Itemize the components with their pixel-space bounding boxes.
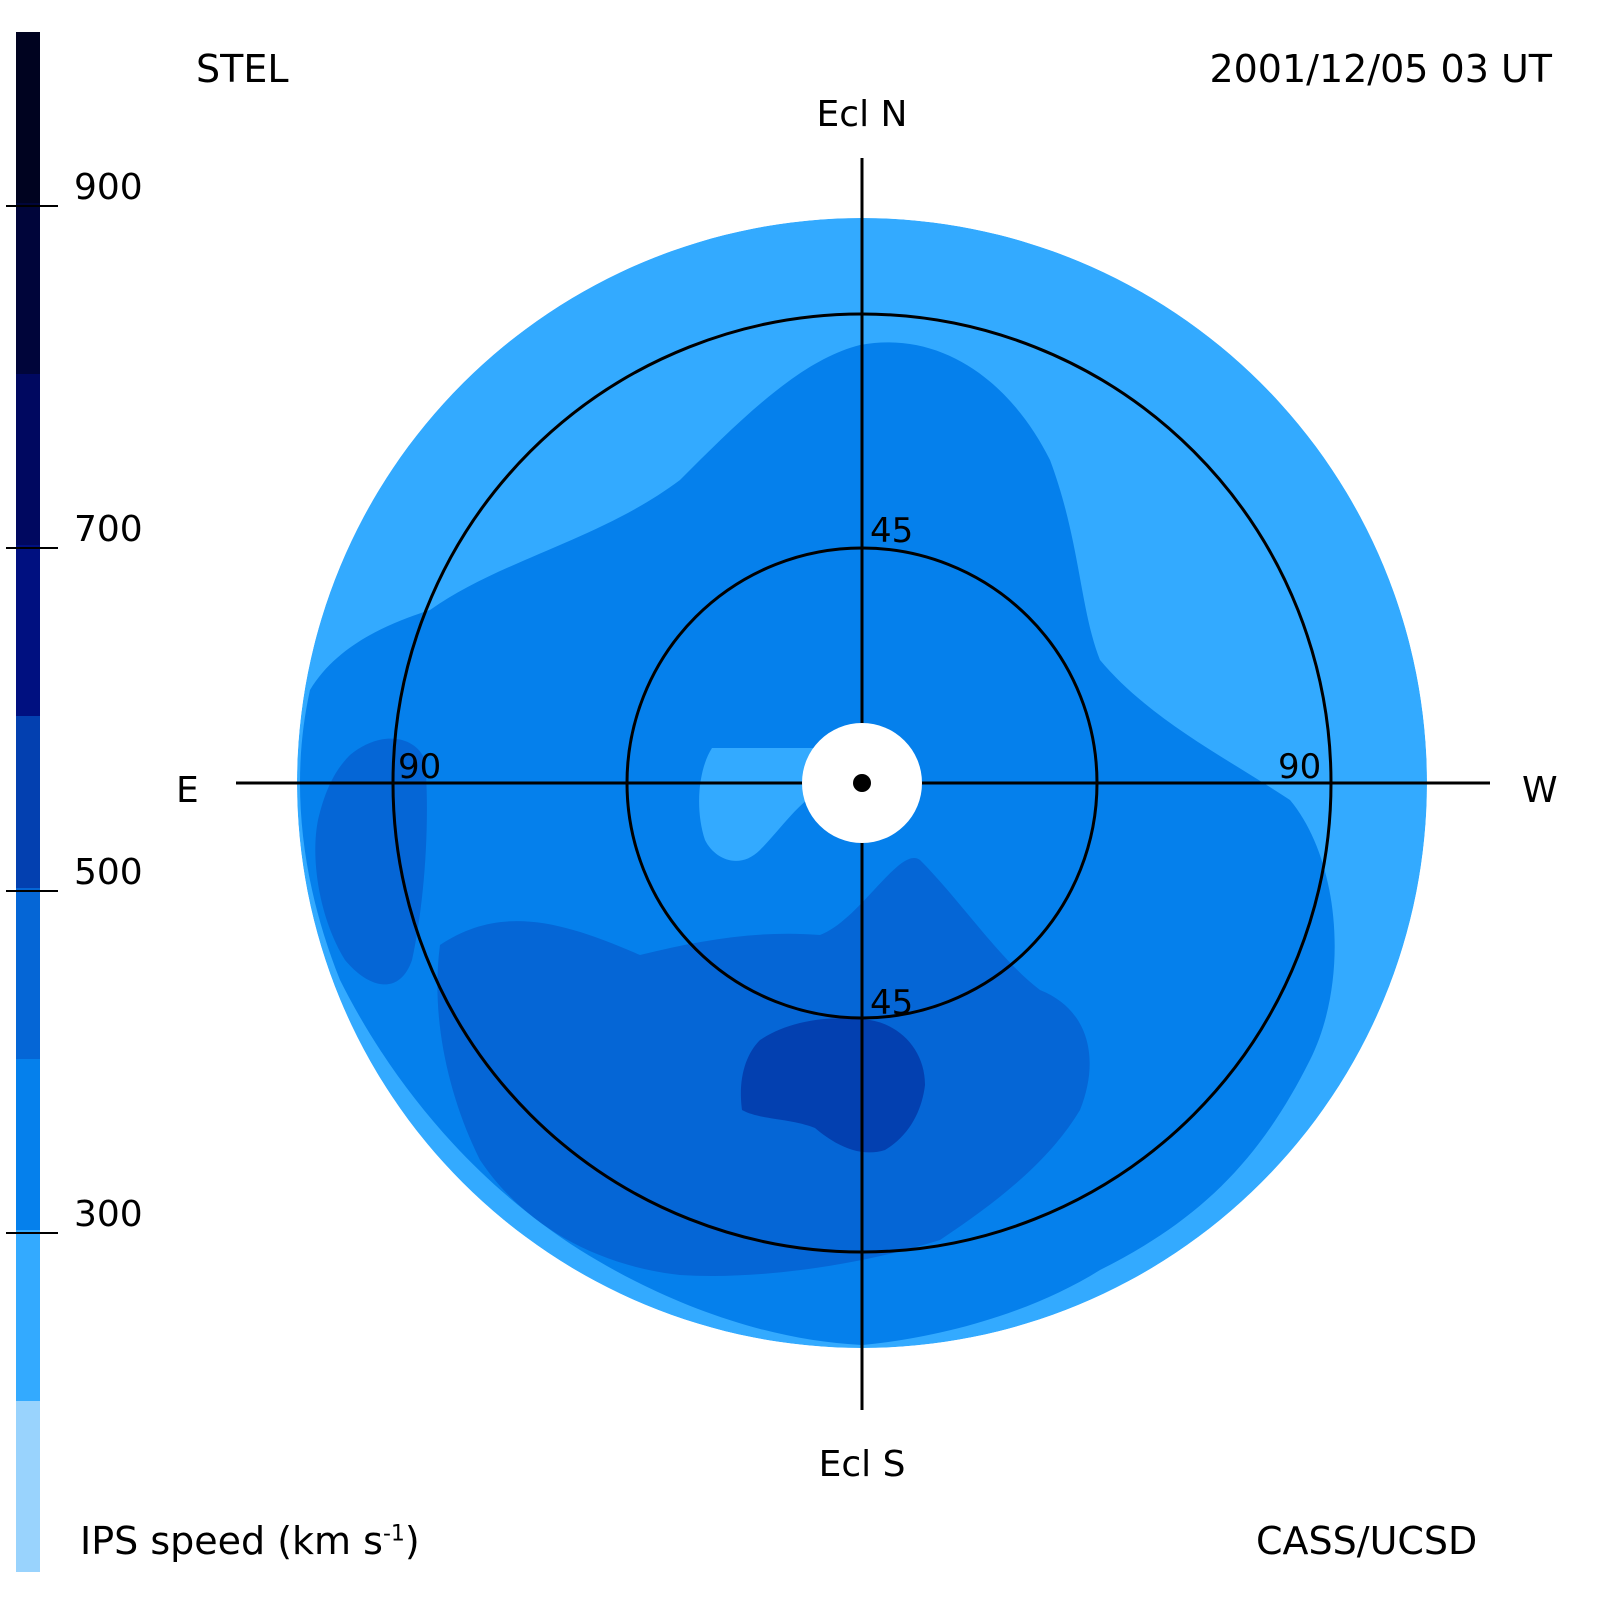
timestamp-label: 2001/12/05 03 UT	[1209, 47, 1552, 91]
speed-region-500-east	[315, 738, 427, 985]
colorbar-bin	[16, 32, 40, 204]
colorbar-title-text: IPS speed (km s	[80, 1519, 383, 1563]
colorbar-bin	[16, 545, 40, 717]
colorbar-bin	[16, 1058, 40, 1230]
colorbar-bin	[16, 203, 40, 375]
colorbar-title-exponent: -1	[382, 1521, 405, 1547]
colorbar-tick-label: 300	[74, 1193, 143, 1235]
colorbar-tick-label: 700	[74, 509, 143, 551]
direction-west-label: W	[1522, 770, 1558, 811]
speed-region-300-inner	[699, 748, 822, 861]
ring-label-90-west: 90	[1278, 747, 1321, 787]
speed-region-600	[740, 1018, 925, 1153]
elongation-ring-90	[391, 312, 1333, 1254]
ring-label-45-south: 45	[870, 983, 913, 1023]
speed-colorbar: 300 500 700 900	[6, 32, 143, 1572]
direction-east-label: E	[176, 770, 199, 811]
elongation-ring-45	[625, 546, 1099, 1020]
colorbar-bin	[16, 716, 40, 888]
colorbar-tick-label: 500	[74, 851, 143, 893]
speed-field	[297, 218, 1427, 1348]
observatory-label: STEL	[196, 47, 289, 91]
credit-label: CASS/UCSD	[1256, 1519, 1478, 1563]
colorbar-bin	[16, 1229, 40, 1401]
ring-label-45-north: 45	[870, 511, 913, 551]
colorbar-tick	[6, 889, 58, 892]
colorbar-title: IPS speed (km s-1)	[80, 1522, 420, 1560]
direction-south-label: Ecl S	[819, 1444, 906, 1485]
colorbar-tick	[6, 547, 58, 550]
colorbar-bin	[16, 887, 40, 1059]
colorbar-title-close: )	[404, 1519, 420, 1563]
colorbar-tick	[6, 1231, 58, 1234]
ring-label-90-east: 90	[398, 747, 441, 787]
sun-dot	[853, 774, 871, 792]
direction-north-label: Ecl N	[817, 94, 908, 135]
colorbar-tick	[6, 205, 58, 208]
colorbar-bin	[16, 1400, 40, 1572]
colorbar-tick-label: 900	[74, 167, 143, 209]
colorbar-bin	[16, 374, 40, 546]
